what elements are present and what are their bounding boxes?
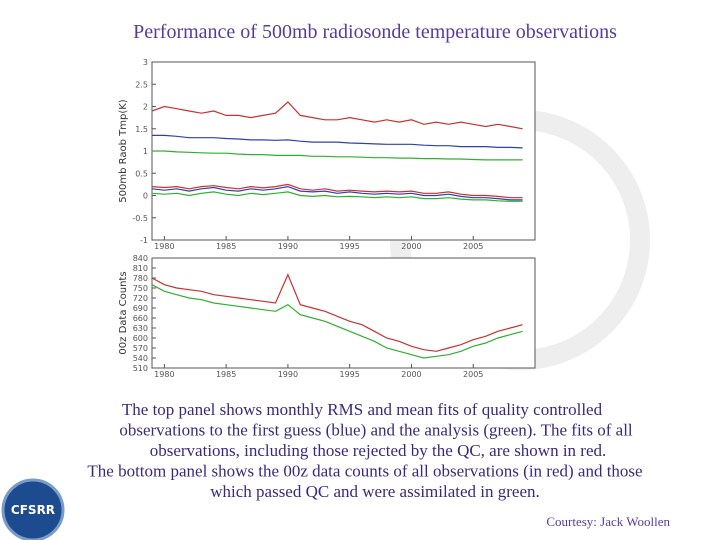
x-tick-label: 2000	[401, 370, 421, 379]
y-tick-label: 3	[143, 58, 148, 67]
y-tick-label: 1.5	[135, 125, 148, 134]
series-line	[151, 273, 523, 352]
y-tick-label: 690	[133, 304, 148, 313]
y-tick-label: 0	[143, 192, 148, 201]
x-tick-label: 1995	[339, 370, 359, 379]
y-tick-label: -1	[140, 236, 148, 245]
series-line	[152, 150, 523, 161]
y-tick-label: 810	[133, 264, 148, 273]
y-tick-label: 510	[133, 364, 148, 373]
y-tick-label: 750	[133, 284, 148, 293]
chart: -1 -0.5 0 0.5 1 1.5 2 2.5 3 1980 1985 1990 1995 2000 2…	[118, 58, 536, 251]
x-tick-label: 1990	[278, 242, 298, 251]
x-tick-label: 2005	[463, 370, 483, 379]
y-tick-label: 720	[133, 294, 148, 303]
y-axis-label: 500mb Raob Tmp(K)	[118, 99, 129, 203]
y-tick-label: 2	[143, 103, 148, 112]
caption-line: observations, including those rejected b…	[150, 441, 607, 460]
x-tick-label: 1980	[154, 370, 174, 379]
y-tick-label: 1	[143, 147, 148, 156]
y-tick-label: 540	[133, 354, 148, 363]
y-tick-label: 600	[133, 334, 148, 343]
y-tick-label: -0.5	[132, 214, 148, 223]
series-line	[151, 183, 523, 199]
x-tick-label: 1990	[278, 370, 298, 379]
y-tick-label: 630	[133, 324, 148, 333]
caption-line: The top panel shows monthly RMS and mean…	[122, 400, 603, 419]
slide-title: Performance of 500mb radiosonde temperat…	[133, 21, 617, 43]
logo-text: CFSRR	[11, 503, 55, 517]
y-tick-label: 840	[133, 254, 148, 263]
y-tick-label: 780	[133, 274, 148, 283]
series-line	[152, 134, 523, 149]
plot-area	[151, 257, 536, 369]
caption: The top panel shows monthly RMS and mean…	[87, 400, 642, 501]
logo: CFSRR	[1, 478, 65, 540]
x-tick-label: 1985	[216, 370, 236, 379]
y-tick-label: 660	[133, 314, 148, 323]
x-tick-label: 1995	[339, 242, 359, 251]
y-axis-label: 00z Data Counts	[118, 271, 129, 354]
x-tick-label: 1985	[216, 242, 236, 251]
logo-circle	[1, 478, 65, 540]
courtesy: Courtesy: Jack Woollen	[546, 514, 670, 529]
caption-line: The bottom panel shows the 00z data coun…	[87, 462, 642, 481]
series-line	[151, 101, 523, 130]
series-line	[151, 185, 523, 201]
x-tick-label: 1980	[154, 242, 174, 251]
x-tick-label: 2000	[401, 242, 421, 251]
series-line	[151, 191, 523, 202]
x-tick-label: 2005	[463, 242, 483, 251]
plot-area	[151, 61, 536, 241]
y-tick-label: 570	[133, 344, 148, 353]
caption-line: observations to the first guess (blue) a…	[119, 421, 633, 440]
caption-line: which passed QC and were assimilated in …	[210, 482, 540, 501]
series-line	[151, 284, 523, 359]
y-tick-label: 2.5	[135, 80, 148, 89]
y-tick-label: 0.5	[135, 169, 148, 178]
